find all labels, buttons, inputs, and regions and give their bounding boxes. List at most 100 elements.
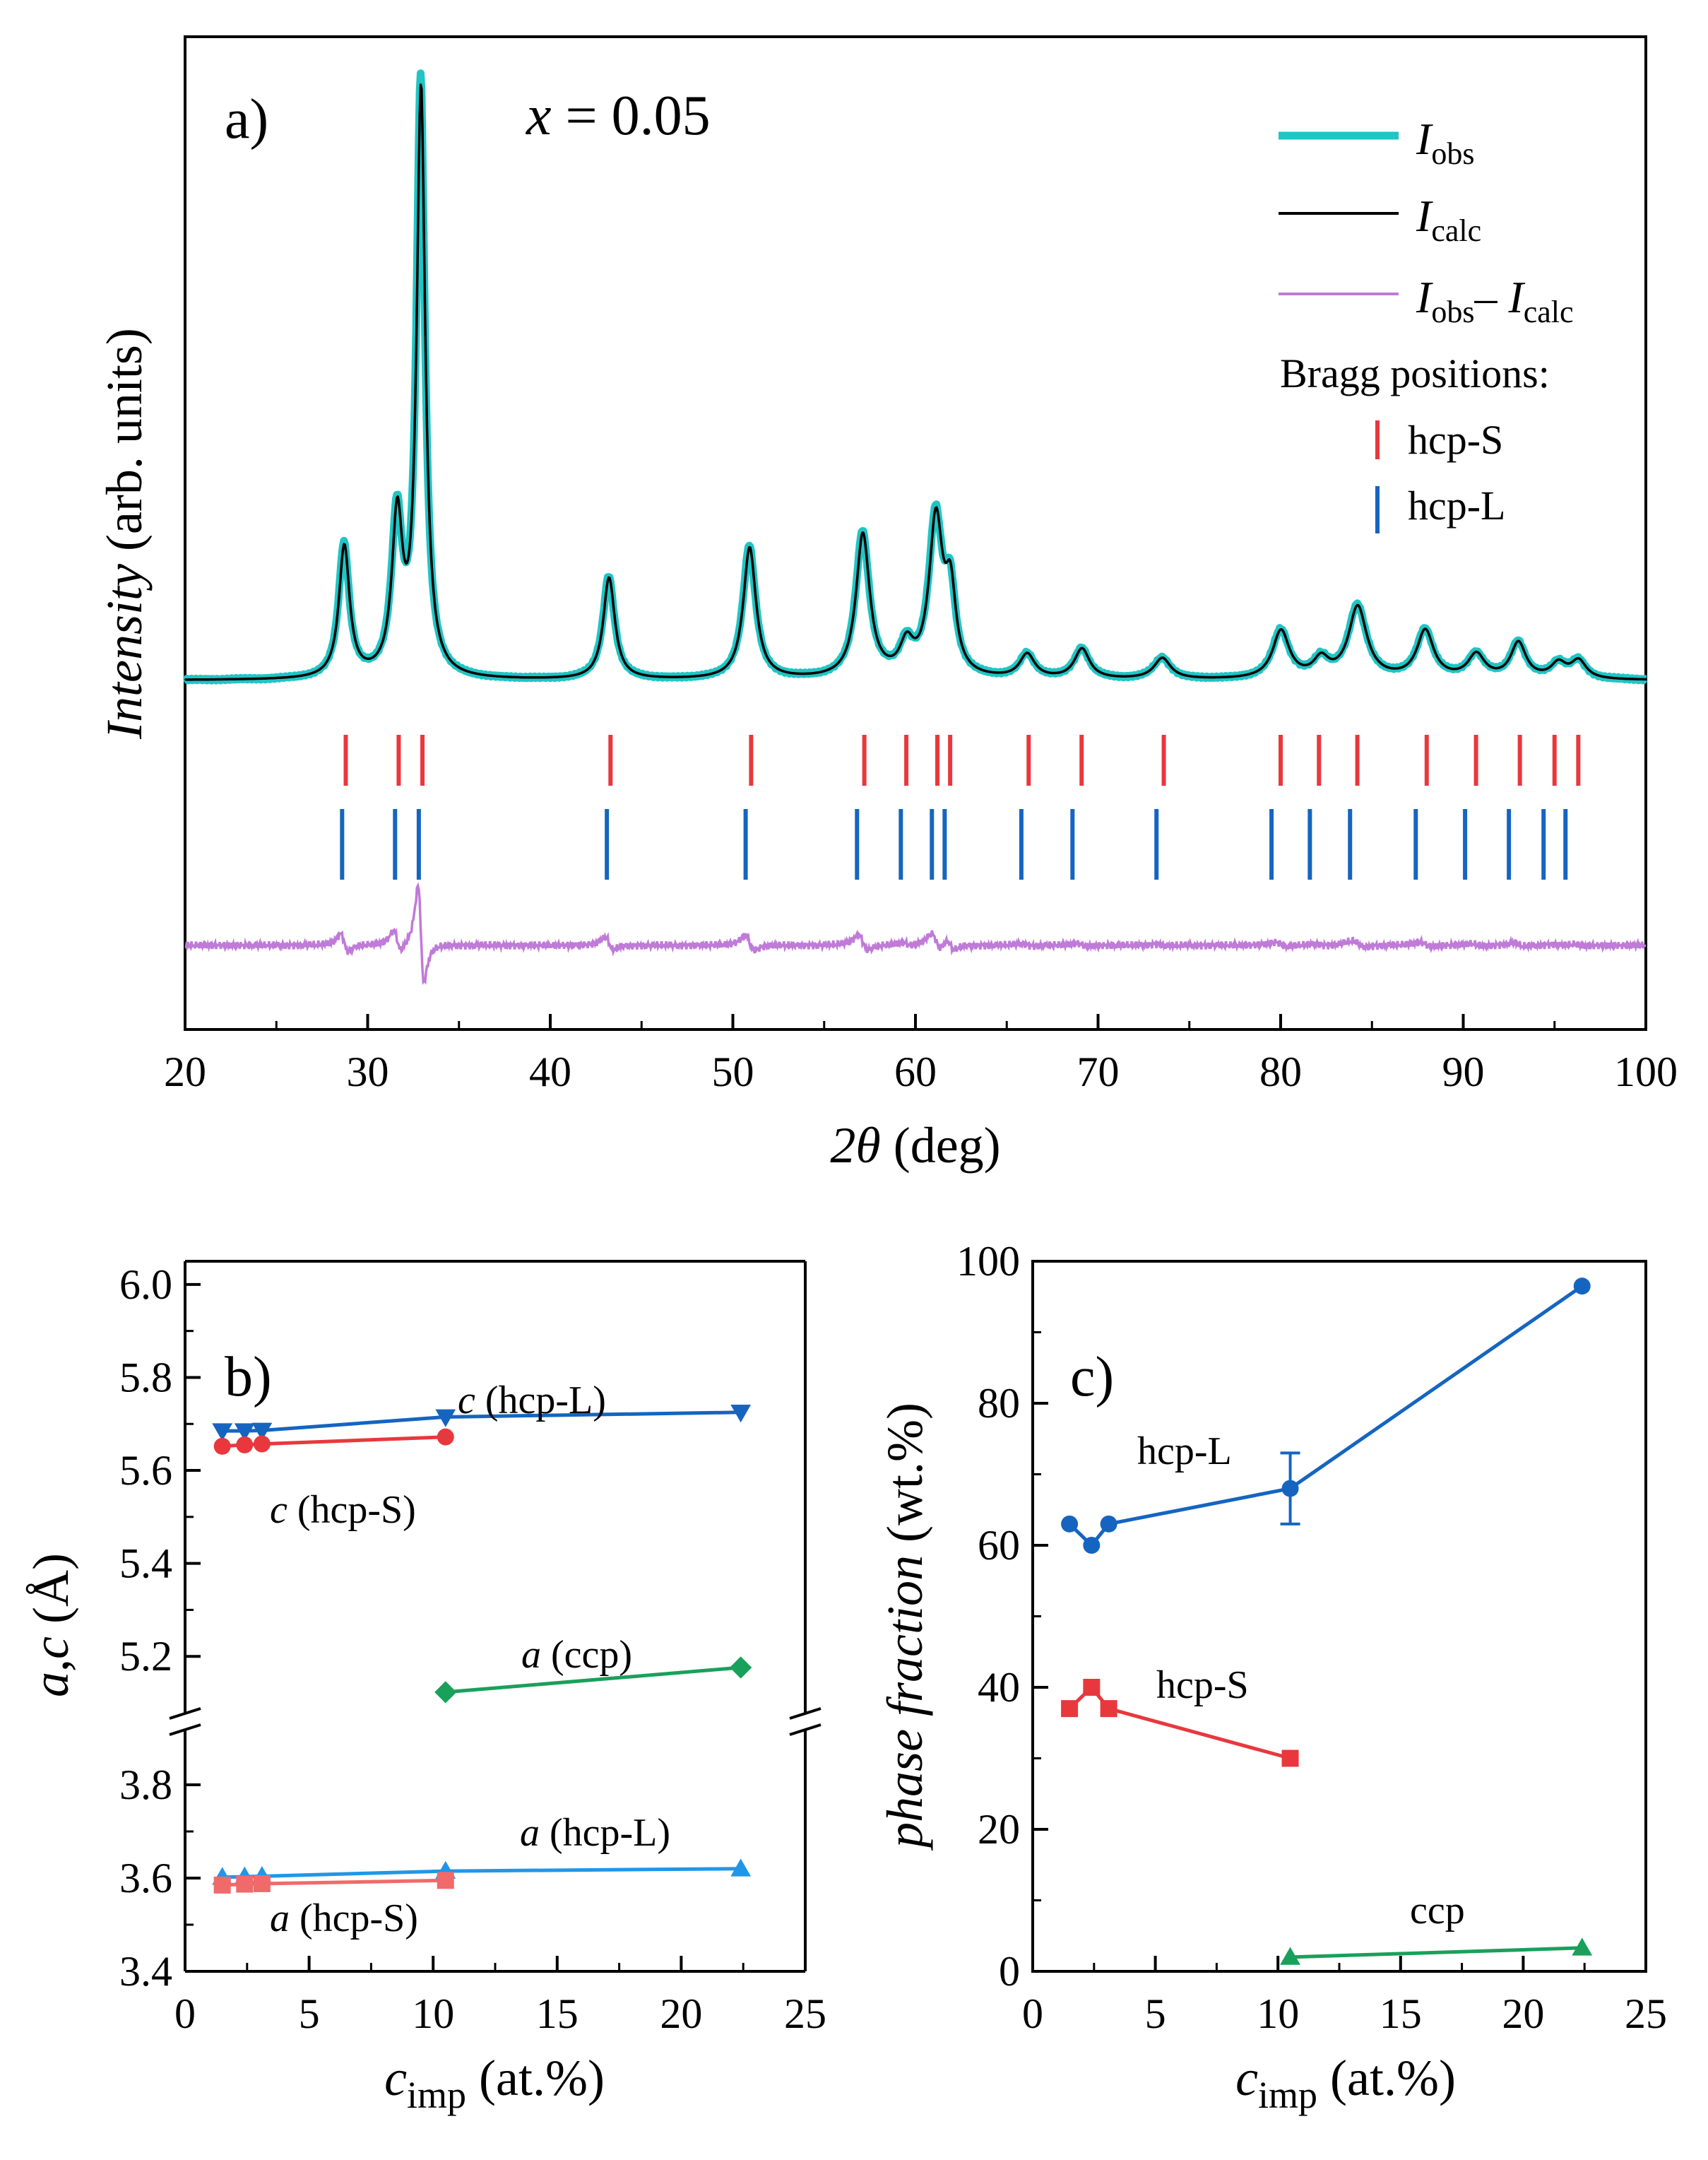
label-a-hcp-s: a (hcp-S): [270, 1896, 418, 1940]
x-tick-label: 15: [536, 1990, 579, 2037]
data-point: [1281, 1749, 1299, 1767]
x-tick-label: 5: [299, 1990, 320, 2037]
data-point: [251, 1422, 273, 1441]
panel-b: 0 5 10 15 20 25 3.4 3.6 3.8 5.2 5.4 5.6 5.8 6.0 b) c …: [23, 1260, 826, 2116]
data-point: [730, 1656, 752, 1679]
panel-c-x-axis-label: cimp (at.%): [1235, 2050, 1456, 2116]
x-tick-label: 90: [1442, 1049, 1485, 1095]
data-point: [234, 1423, 255, 1441]
x-tick-label: 15: [1380, 1990, 1422, 2037]
axis-break-mark: [169, 1723, 201, 1736]
panel-b-x-axis-label: cimp (at.%): [384, 2050, 605, 2116]
data-point: [1572, 1937, 1593, 1956]
data-point: [1281, 1480, 1299, 1497]
x-tick-label: 0: [1022, 1990, 1043, 2037]
legend-hcp-s-label: hcp-S: [1408, 417, 1503, 463]
axis-break-mark: [789, 1723, 822, 1736]
data-point: [435, 1409, 456, 1427]
panel-b-axes: 0 5 10 15 20 25 3.4 3.6 3.8 5.2 5.4 5.6 5.8 6.0: [119, 1260, 826, 2037]
panel-a: 20 30 40 50 60 70 80 90 100 a) x = 0.05 Iobs Ica…: [96, 35, 1678, 1174]
panel-a-x-ticks: 20 30 40 50 60 70 80 90 100: [164, 1014, 1678, 1095]
composition-annotation: x = 0.05: [526, 85, 711, 147]
label-c-hcp-s: c (hcp-S): [270, 1488, 416, 1532]
data-point: [1280, 1947, 1300, 1965]
y-tick-label: 5.8: [119, 1354, 172, 1400]
panel-a-y-axis-label: Intensity (arb. units): [96, 328, 153, 740]
difference-curve: [184, 882, 1647, 986]
x-tick-label: 20: [164, 1049, 206, 1095]
panel-a-legend: Iobs Icalc Iobs– Icalc Bragg positions: …: [1279, 114, 1574, 533]
y-tick-label: 5.6: [119, 1447, 172, 1494]
x-tick-label: 80: [1259, 1049, 1302, 1095]
x-tick-label: 70: [1077, 1049, 1120, 1095]
label-a-ccp: a (ccp): [521, 1633, 632, 1677]
label-hcp-s: hcp-S: [1156, 1663, 1249, 1707]
legend-diff-label: Iobs– Icalc: [1416, 272, 1574, 329]
data-point: [1573, 1277, 1591, 1295]
legend-obs-label: Iobs: [1416, 114, 1474, 171]
panel-c-y-axis-label: phase fraction (wt.%): [877, 1403, 933, 1851]
legend-bragg-title: Bragg positions:: [1280, 350, 1550, 396]
y-tick-label: 3.6: [119, 1855, 172, 1901]
x-tick-label: 60: [894, 1049, 937, 1095]
y-tick-label: 6.0: [119, 1261, 172, 1308]
x-tick-label: 0: [174, 1990, 196, 2037]
x-tick-label: 25: [1625, 1990, 1667, 2037]
y-tick-label: 80: [978, 1380, 1020, 1427]
y-tick-label: 40: [978, 1664, 1020, 1711]
y-tick-label: 5.2: [119, 1633, 172, 1680]
label-hcp-l: hcp-L: [1137, 1429, 1232, 1473]
series-line: [1290, 1946, 1582, 1959]
label-c-hcp-l: c (hcp-L): [458, 1379, 606, 1422]
panel-a-label: a): [225, 88, 268, 151]
x-tick-label: 10: [1257, 1990, 1299, 2037]
y-tick-label: 5.4: [119, 1540, 172, 1587]
data-point: [236, 1875, 254, 1893]
legend-hcp-l-label: hcp-L: [1408, 483, 1506, 529]
x-tick-label: 30: [347, 1049, 389, 1095]
data-point: [212, 1423, 233, 1441]
data-point: [1100, 1515, 1117, 1533]
data-point: [1083, 1679, 1101, 1696]
y-tick-label: 60: [978, 1522, 1020, 1569]
data-point: [1061, 1515, 1079, 1533]
data-point: [1083, 1537, 1101, 1554]
series-line: [222, 1867, 741, 1879]
calculated-curve: [184, 83, 1647, 681]
data-point: [437, 1872, 454, 1889]
x-tick-label: 50: [712, 1049, 754, 1095]
x-tick-label: 10: [412, 1990, 454, 2037]
axis-break-mark: [789, 1707, 822, 1720]
axis-break-mark: [169, 1707, 201, 1720]
legend-calc-label: Icalc: [1416, 191, 1481, 248]
series-line: [445, 1665, 741, 1694]
panel-c-axes: 0 5 10 15 20 25 0 20 40 60 80 100: [956, 1238, 1667, 2037]
data-point: [213, 1437, 231, 1455]
data-point: [253, 1875, 271, 1892]
data-point: [437, 1428, 454, 1446]
panel-b-y-axis-label: a,c (Å): [23, 1553, 79, 1697]
x-tick-label: 25: [784, 1990, 826, 2037]
y-tick-label: 3.4: [119, 1948, 172, 1995]
series-line: [1068, 1684, 1291, 1760]
panel-c-series: [1061, 1277, 1593, 1965]
y-tick-label: 100: [956, 1238, 1020, 1285]
series-line: [222, 1435, 446, 1448]
y-tick-label: 20: [978, 1806, 1020, 1853]
data-point: [236, 1436, 254, 1453]
label-a-hcp-l: a (hcp-L): [520, 1811, 670, 1855]
data-point: [730, 1858, 752, 1877]
panel-a-bragg-ticks: [340, 735, 1581, 880]
x-tick-label: 20: [660, 1990, 702, 2037]
panel-a-x-axis-label: 2θ (deg): [830, 1117, 1000, 1174]
series-line: [222, 1878, 446, 1887]
label-ccp: ccp: [1410, 1889, 1465, 1932]
panel-b-series: [212, 1405, 752, 1894]
panel-c: 0 5 10 15 20 25 0 20 40 60 80 100 c) hcp-L hcp-S cc…: [877, 1238, 1667, 2116]
series-line: [1068, 1285, 1584, 1548]
x-tick-label: 100: [1614, 1049, 1678, 1095]
panel-b-label: b): [225, 1346, 272, 1408]
y-tick-label: 3.8: [119, 1761, 172, 1808]
y-tick-label: 0: [999, 1948, 1020, 1995]
